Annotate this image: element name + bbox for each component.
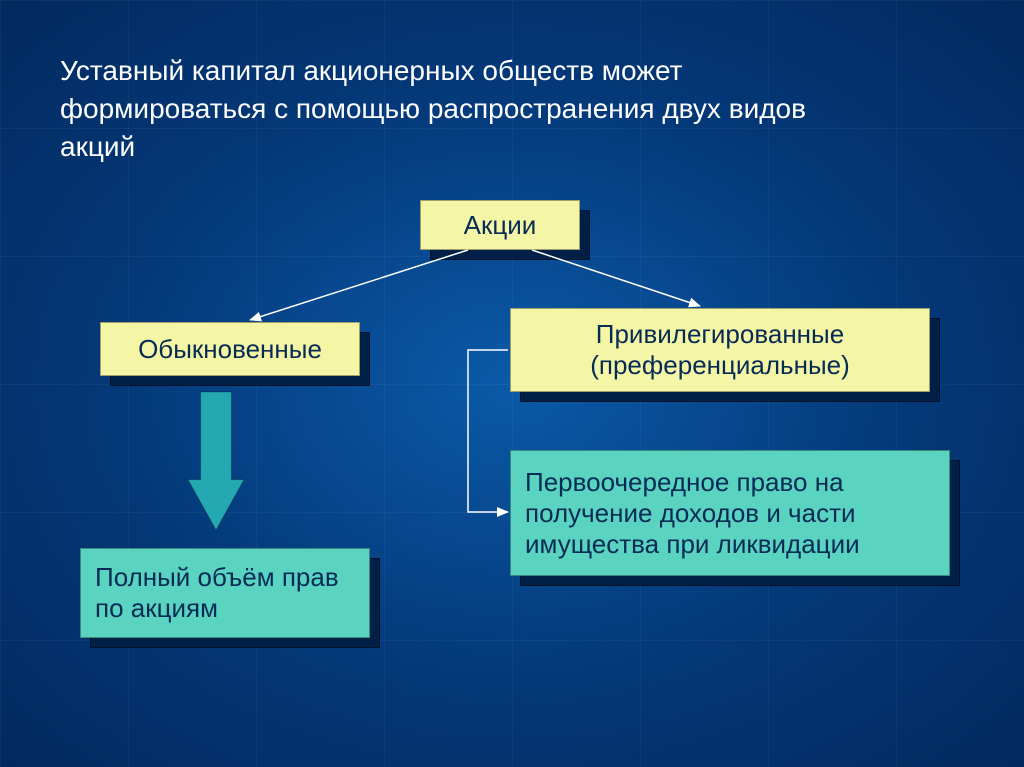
node-ordinary-desc: Полный объём прав по акциям [80,548,370,638]
slide-title: Уставный капитал акционерных обществ мож… [60,52,840,165]
elbow-arrow [468,350,508,512]
node-root: Акции [420,200,580,250]
node-ordinary-desc-label: Полный объём прав по акциям [95,562,355,624]
thin-arrow [250,250,468,320]
node-root-label: Акции [464,210,537,241]
node-preferred-label: Привилегированные (преференциальные) [525,319,915,381]
node-preferred: Привилегированные (преференциальные) [510,308,930,392]
node-ordinary-label: Обыкновенные [138,334,322,365]
node-ordinary: Обыкновенные [100,322,360,376]
node-preferred-desc: Первоочередное право на получение доходо… [510,450,950,576]
block-arrow [188,392,244,530]
node-preferred-desc-label: Первоочередное право на получение доходо… [525,467,935,560]
